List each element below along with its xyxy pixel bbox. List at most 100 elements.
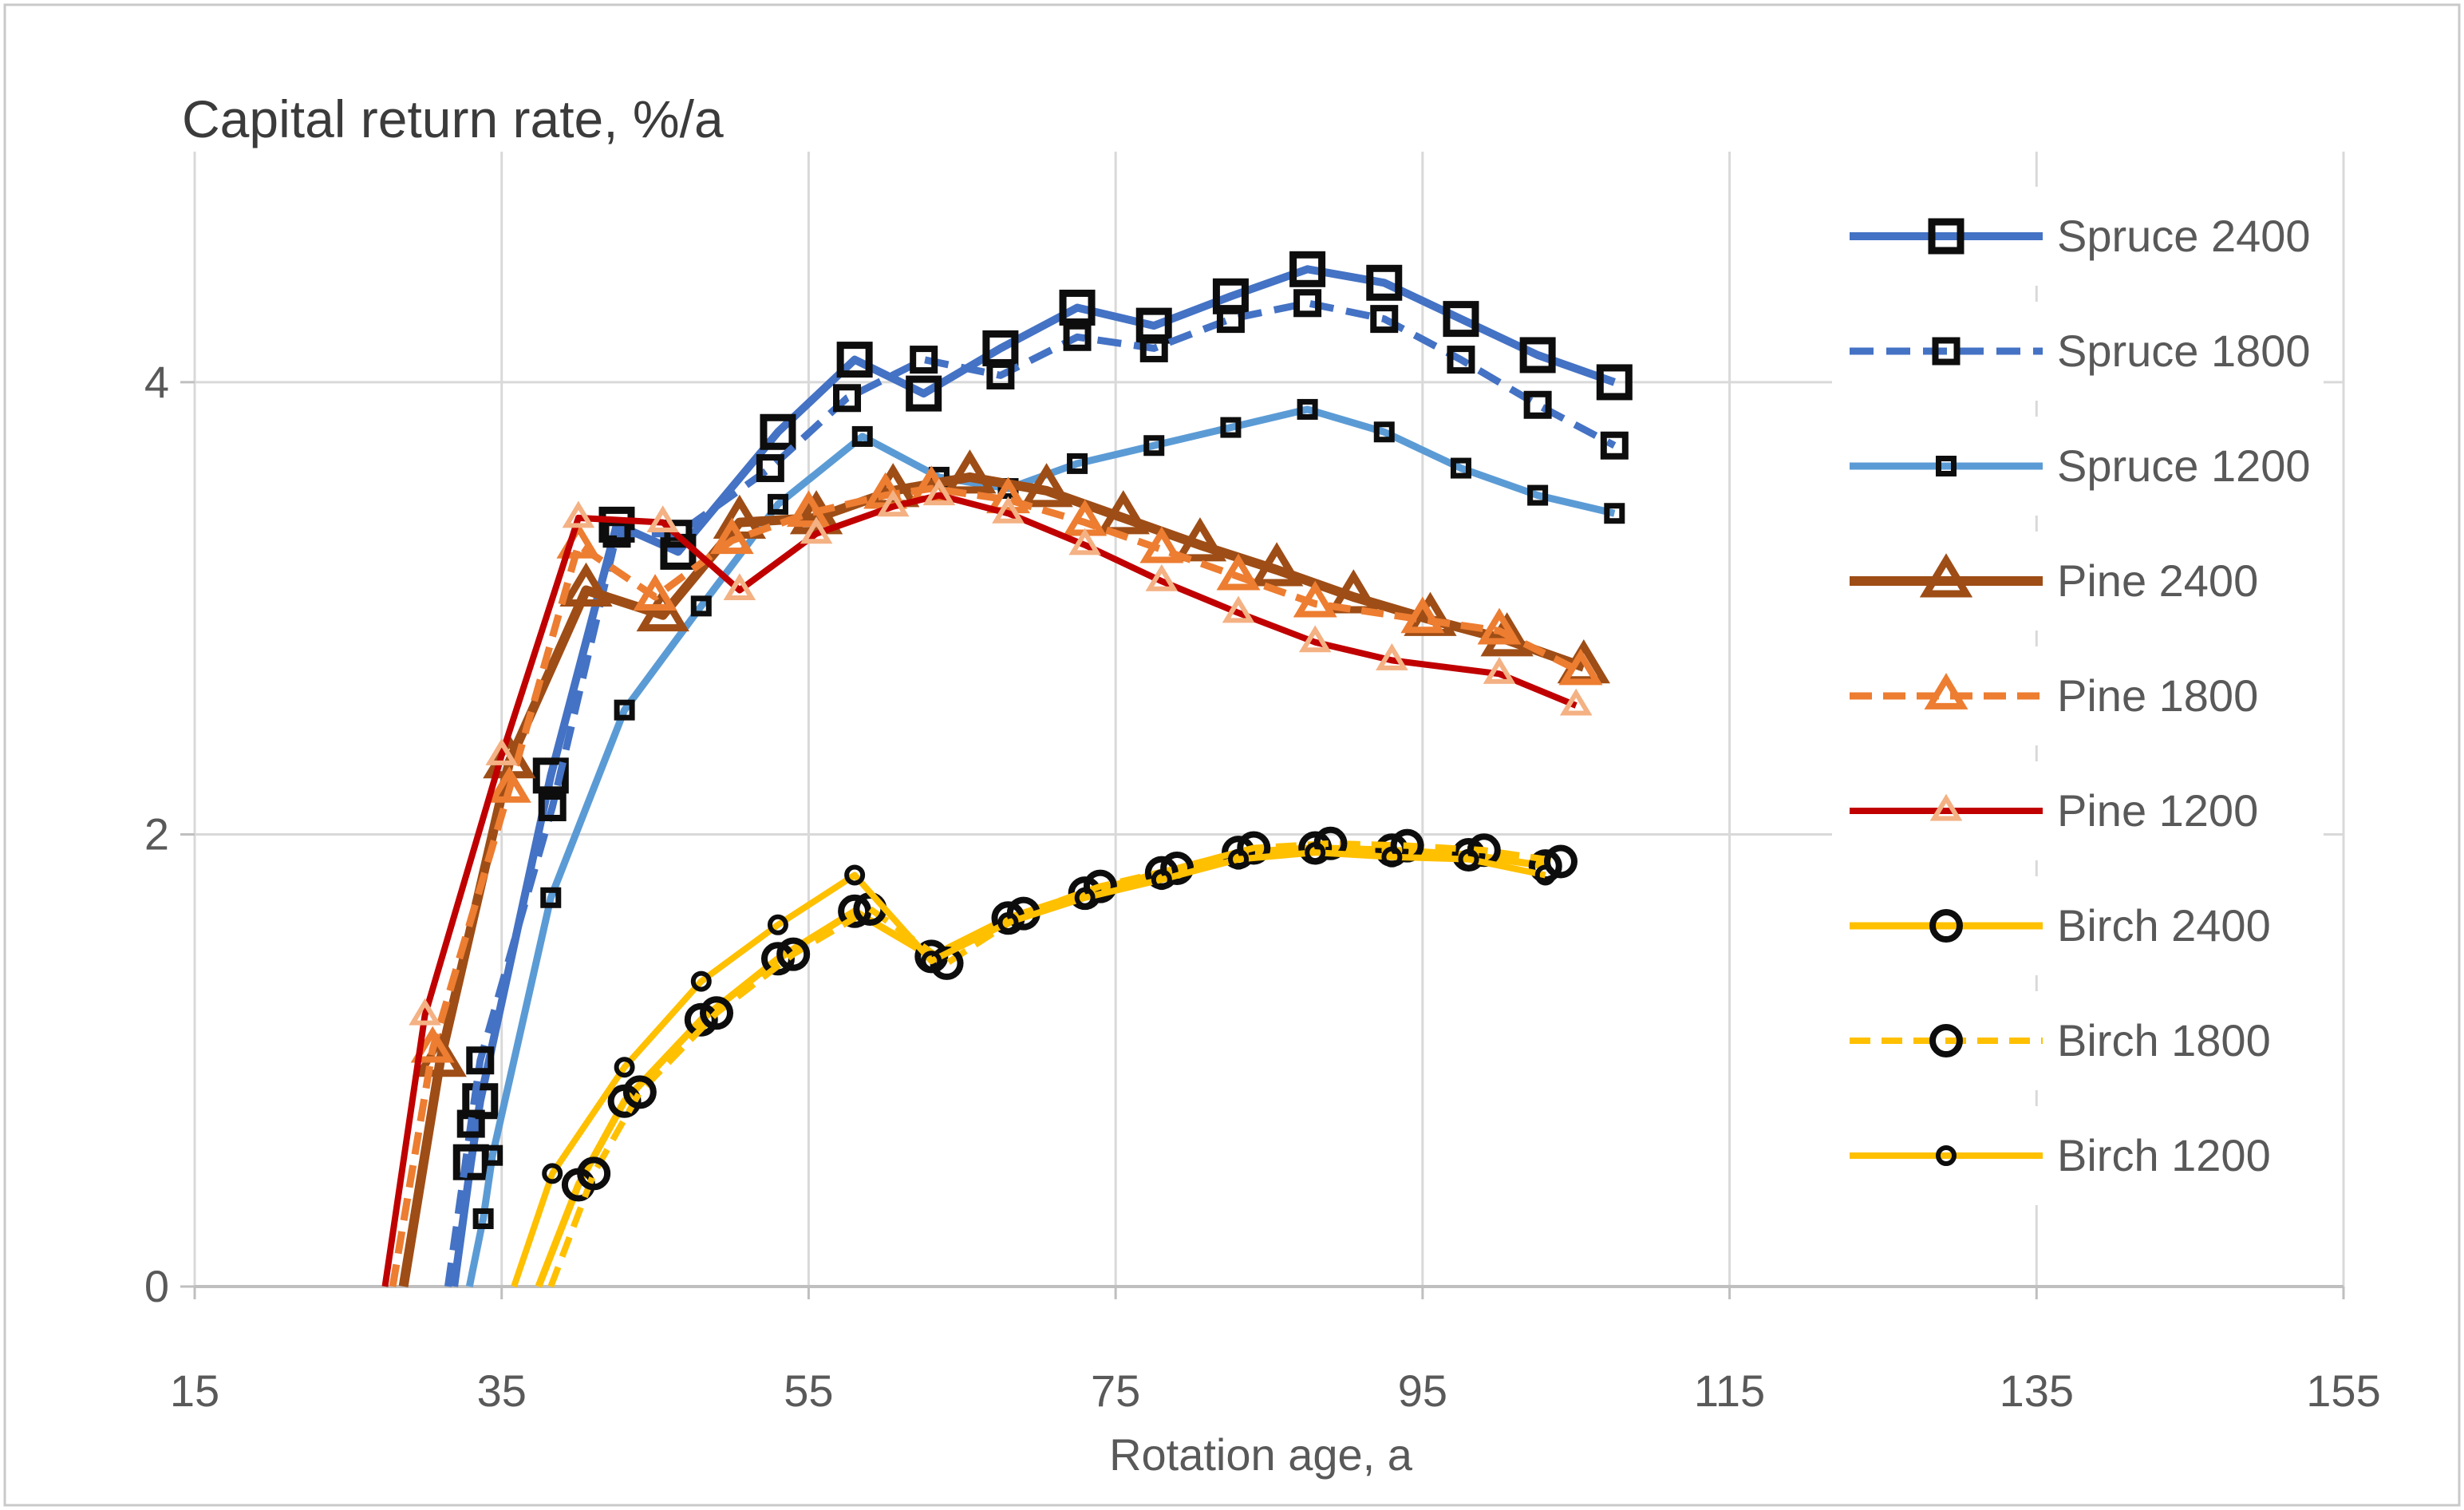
axis-tick-labels: 15 35 55 75 95 115 135 155 0 2 4: [144, 357, 2381, 1416]
data-point-marker: [1228, 848, 1250, 870]
chart-title: Capital return rate, %/a: [182, 89, 724, 148]
data-point-marker: [921, 951, 942, 972]
data-point-marker: [409, 998, 441, 1026]
data-point-marker: [1458, 848, 1479, 870]
data-point-marker: [1558, 648, 1603, 686]
series-line-spruce-1200: [465, 405, 1616, 1287]
data-point-marker: [540, 887, 562, 908]
x-axis-title: Rotation age, a: [1109, 1429, 1413, 1480]
legend-item-label: Pine 1200: [2057, 785, 2258, 836]
data-point-marker: [943, 449, 997, 494]
data-point-marker: [1305, 842, 1326, 864]
data-point-marker: [1063, 322, 1092, 351]
data-point-marker: [1443, 301, 1479, 338]
data-point-marker: [1173, 517, 1227, 562]
legend-item-spruce-1200[interactable]: Spruce 1200: [1832, 417, 2324, 516]
data-point-marker: [1373, 421, 1395, 443]
legend-item-pine-1200[interactable]: Pine 1200: [1832, 761, 2324, 860]
legend-item-label: Spruce 1200: [2057, 441, 2311, 491]
data-point-marker: [538, 793, 567, 821]
data-point-marker: [1298, 625, 1332, 653]
data-point-marker: [633, 574, 677, 611]
legend-item-label: Pine 2400: [2057, 555, 2258, 606]
y-tick-label: 2: [144, 808, 169, 859]
data-point-marker: [1160, 851, 1194, 885]
data-point-marker: [472, 1208, 494, 1230]
legend-item-label: Birch 2400: [2057, 900, 2271, 951]
data-point-marker: [700, 996, 734, 1030]
data-point-marker: [466, 1046, 495, 1075]
data-point-marker: [1020, 463, 1073, 508]
data-point-marker: [1327, 569, 1380, 614]
data-point-marker: [1400, 596, 1445, 634]
data-point-marker: [482, 1144, 503, 1166]
data-point-marker: [614, 1057, 635, 1078]
legend-item-background: [1832, 646, 2324, 745]
legend-item-birch-1200[interactable]: Birch 1200: [1832, 1106, 2324, 1205]
data-point-marker: [559, 562, 613, 607]
data-point-marker: [1250, 542, 1304, 587]
legend-item-spruce-1800[interactable]: Spruce 1800: [1832, 302, 2324, 401]
data-point-marker: [1083, 869, 1117, 903]
data-point-marker: [836, 342, 873, 378]
data-point-marker: [1936, 1145, 1957, 1166]
data-point-marker: [1480, 612, 1534, 657]
legend-item-spruce-2400[interactable]: Spruce 2400: [1832, 187, 2324, 286]
data-point-marker: [1936, 456, 1957, 476]
data-point-marker: [767, 493, 788, 515]
data-point-marker: [1929, 1024, 1963, 1057]
data-point-marker: [786, 490, 831, 528]
data-point-marker: [1370, 305, 1399, 334]
x-tick-label: 155: [2306, 1366, 2380, 1416]
x-tick-label: 115: [1694, 1366, 1765, 1416]
series-line-pine-2400: [398, 472, 1585, 1287]
data-point-marker: [1139, 334, 1168, 362]
data-point-marker: [485, 737, 519, 765]
data-point-marker: [1216, 553, 1261, 591]
data-point-marker: [1596, 364, 1633, 401]
data-point-marker: [1297, 398, 1318, 420]
data-point-marker: [992, 496, 1025, 524]
legend: Spruce 2400 Spruce 1800 Spruce 1200 Pine 24…: [1832, 187, 2324, 1205]
data-point-marker: [838, 894, 872, 928]
legend-item-birch-2400[interactable]: Birch 2400: [1832, 876, 2324, 975]
data-point-marker: [1145, 563, 1179, 591]
series-line-birch-1800: [547, 840, 1562, 1288]
legend-item-pine-1800[interactable]: Pine 1800: [1832, 646, 2324, 745]
data-point-marker: [577, 1156, 611, 1191]
data-point-marker: [1293, 289, 1322, 318]
data-point-marker: [1929, 793, 1963, 821]
data-point-marker: [636, 587, 689, 632]
data-point-marker: [456, 1109, 485, 1138]
x-tick-label: 55: [784, 1366, 833, 1416]
legend-item-background: [1832, 302, 2324, 401]
data-point-marker: [986, 361, 1015, 389]
data-point-marker: [1477, 607, 1522, 645]
data-point-marker: [690, 595, 712, 617]
data-point-marker: [844, 864, 866, 886]
legend-item-label: Pine 1800: [2057, 670, 2258, 721]
data-point-marker: [532, 757, 569, 794]
x-tick-label: 75: [1091, 1366, 1140, 1416]
data-point-marker: [614, 699, 635, 721]
data-point-marker: [851, 425, 873, 447]
y-tick-label: 0: [144, 1261, 169, 1311]
data-point-marker: [1222, 595, 1255, 623]
data-point-marker: [756, 454, 784, 483]
data-point-marker: [876, 489, 910, 517]
data-point-marker: [1523, 390, 1552, 419]
data-point-marker: [1919, 553, 1973, 598]
data-point-marker: [1289, 251, 1326, 287]
series-birch-1200: [511, 842, 1556, 1288]
legend-item-pine-2400[interactable]: Pine 2400: [1832, 532, 2324, 630]
data-point-marker: [910, 346, 938, 374]
series-spruce-1800: [444, 289, 1629, 1287]
series-line-pine-1200: [381, 492, 1578, 1287]
data-point-marker: [646, 505, 679, 533]
data-point-marker: [542, 1163, 563, 1184]
legend-item-birch-1800[interactable]: Birch 1800: [1832, 991, 2324, 1090]
y-tick-label: 4: [144, 357, 169, 407]
data-point-marker: [1519, 337, 1556, 374]
data-point-marker: [1483, 657, 1516, 684]
